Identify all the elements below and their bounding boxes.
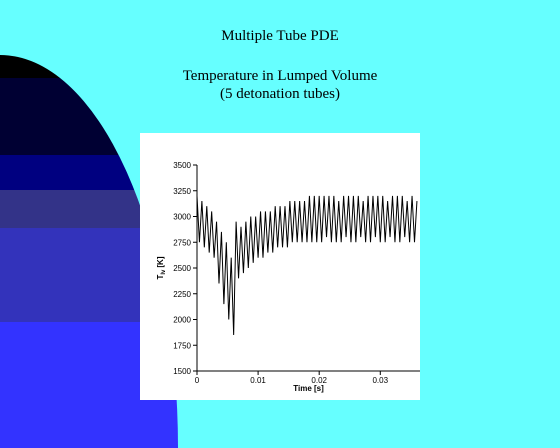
- chart-panel: [140, 133, 420, 400]
- y-tick-label: 3250: [173, 187, 191, 196]
- slide-subtitle: Temperature in Lumped Volume: [183, 68, 378, 84]
- y-tick-label: 3000: [173, 213, 191, 222]
- y-axis-label-main: T: [156, 275, 165, 280]
- y-axis-label: Tlv [K]: [156, 256, 167, 279]
- x-tick-label: 0.01: [250, 376, 266, 385]
- slide-subtitle: (5 detonation tubes): [220, 86, 340, 102]
- chart: 1500 1750 2000 2250 2500 2750 3000 3250 3500 0 0.0…: [156, 161, 420, 393]
- x-tick-label: 0: [195, 376, 200, 385]
- x-tick-label: 0.03: [372, 376, 388, 385]
- y-axis-label-unit: [K]: [156, 256, 165, 267]
- data-line: [196, 195, 418, 335]
- y-tick-label: 3500: [173, 161, 191, 170]
- slide-title: Multiple Tube PDE: [221, 28, 339, 44]
- x-axis-label: Time [s]: [293, 384, 324, 393]
- y-tick-label: 2750: [173, 238, 191, 247]
- y-tick-label: 2500: [173, 264, 191, 273]
- y-axis-label-sub: lv: [161, 269, 167, 275]
- y-tick-label: 1500: [173, 367, 191, 376]
- y-tick-label: 2250: [173, 290, 191, 299]
- y-tick-label: 2000: [173, 316, 191, 325]
- y-tick-label: 1750: [173, 341, 191, 350]
- x-tick-label: 0.02: [311, 376, 327, 385]
